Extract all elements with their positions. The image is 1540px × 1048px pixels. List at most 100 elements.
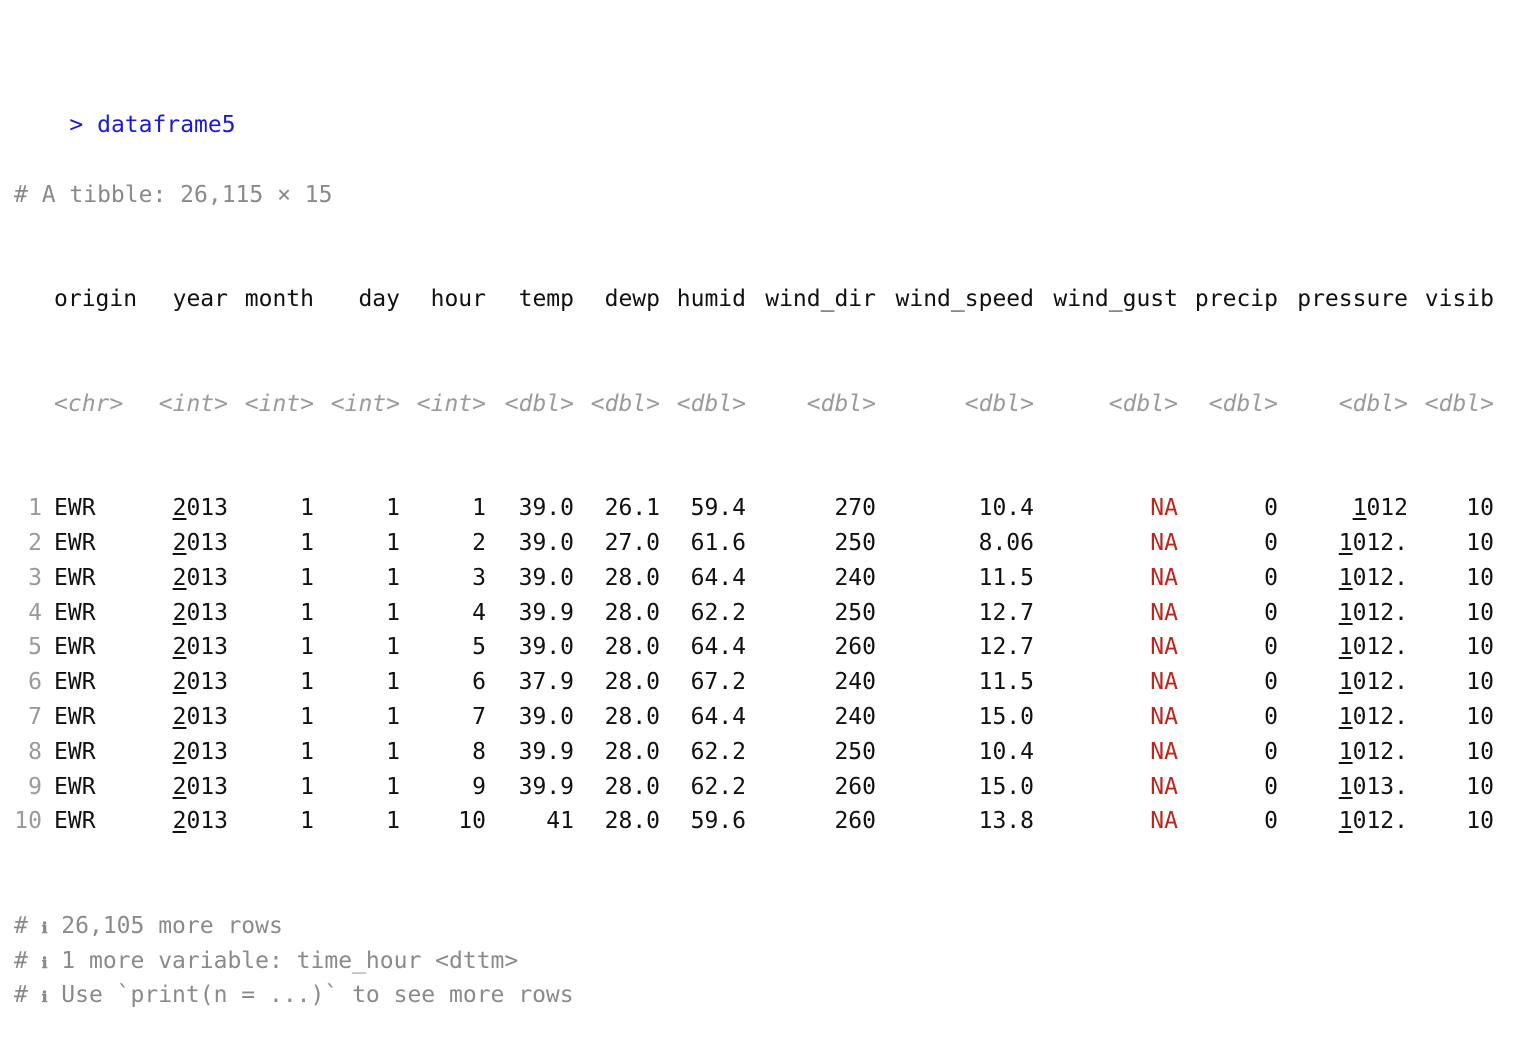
cell-precip: 0 xyxy=(1264,564,1278,591)
cell-wind-dir: 270 xyxy=(834,495,876,522)
cell-pressure: 1012. xyxy=(1338,703,1408,730)
cell-dewp: 28.0 xyxy=(604,703,660,730)
cell-wind-speed: 10.4 xyxy=(978,495,1034,522)
command-line[interactable]: > dataframe5 xyxy=(14,74,1526,138)
cell-year: 2013 xyxy=(172,669,228,696)
cell-wind-speed: 10.4 xyxy=(978,738,1034,765)
column-header-visib: visib xyxy=(1424,286,1494,313)
cell-wind-dir: 250 xyxy=(834,529,876,556)
cell-wind-gust: NA xyxy=(1150,529,1178,556)
tibble-footer: # ℹ 26,105 more rows # ℹ 1 more variable:… xyxy=(14,909,1526,1013)
cell-wind-gust: NA xyxy=(1150,495,1178,522)
cell-hour: 10 xyxy=(458,808,486,835)
cell-wind-speed: 11.5 xyxy=(978,564,1034,591)
table-row: 6 EWR 2013 1 1 6 37.9 28.0 67.2 240 11.5 NA 0 1012. 10 xyxy=(14,665,1526,700)
column-type-wind-speed: <dbl> xyxy=(964,390,1034,417)
cell-year: 2013 xyxy=(172,703,228,730)
cell-wind-speed: 12.7 xyxy=(978,599,1034,626)
cell-wind-gust: NA xyxy=(1150,669,1178,696)
row-number: 9 xyxy=(28,773,42,800)
table-row: 9 EWR 2013 1 1 9 39.9 28.0 62.2 260 15.0 NA 0 1013. 10 xyxy=(14,770,1526,805)
row-number: 8 xyxy=(28,738,42,765)
cell-precip: 0 xyxy=(1264,529,1278,556)
cell-temp: 39.0 xyxy=(518,529,574,556)
cell-wind-speed: 13.8 xyxy=(978,808,1034,835)
column-header-day: day xyxy=(358,286,400,313)
cell-day: 1 xyxy=(386,564,400,591)
cell-month: 1 xyxy=(300,564,314,591)
cell-day: 1 xyxy=(386,808,400,835)
column-header-origin: origin xyxy=(54,286,138,313)
cell-temp: 39.9 xyxy=(518,738,574,765)
column-header-wind-dir: wind_dir xyxy=(765,286,876,313)
cell-month: 1 xyxy=(300,634,314,661)
column-type-month: <int> xyxy=(244,390,314,417)
cell-visib: 10 xyxy=(1466,599,1494,626)
cell-hour: 6 xyxy=(472,669,486,696)
cell-pressure: 1012. xyxy=(1338,634,1408,661)
cell-precip: 0 xyxy=(1264,599,1278,626)
cell-visib: 10 xyxy=(1466,738,1494,765)
cell-hour: 9 xyxy=(472,773,486,800)
column-header-row: origin year month day hour temp dewp humid wind_… xyxy=(14,282,1526,317)
cell-wind-dir: 250 xyxy=(834,599,876,626)
cell-wind-dir: 250 xyxy=(834,738,876,765)
cell-precip: 0 xyxy=(1264,495,1278,522)
cell-origin: EWR xyxy=(54,529,96,556)
table-row: 2 EWR 2013 1 1 2 39.0 27.0 61.6 250 8.06 NA 0 1012. 1… xyxy=(14,526,1526,561)
cell-humid: 64.4 xyxy=(690,703,746,730)
cell-year: 2013 xyxy=(172,738,228,765)
cell-humid: 64.4 xyxy=(690,634,746,661)
column-header-humid: humid xyxy=(676,286,746,313)
cell-origin: EWR xyxy=(54,738,96,765)
row-number: 6 xyxy=(28,669,42,696)
cell-wind-dir: 260 xyxy=(834,773,876,800)
cell-humid: 61.6 xyxy=(690,529,746,556)
cell-hour: 4 xyxy=(472,599,486,626)
cell-hour: 2 xyxy=(472,529,486,556)
cell-month: 1 xyxy=(300,669,314,696)
cell-precip: 0 xyxy=(1264,773,1278,800)
cell-temp: 39.9 xyxy=(518,599,574,626)
cell-wind-gust: NA xyxy=(1150,738,1178,765)
cell-precip: 0 xyxy=(1264,703,1278,730)
cell-month: 1 xyxy=(300,529,314,556)
prompt-symbol: > xyxy=(69,112,84,139)
cell-day: 1 xyxy=(386,738,400,765)
cell-visib: 10 xyxy=(1466,529,1494,556)
column-header-year: year xyxy=(172,286,228,313)
cell-wind-gust: NA xyxy=(1150,703,1178,730)
footer-text: 1 more variable: time_hour <dttm> xyxy=(61,947,519,974)
column-type-day: <int> xyxy=(330,390,400,417)
cell-pressure: 1012. xyxy=(1338,808,1408,835)
cell-day: 1 xyxy=(386,669,400,696)
cell-month: 1 xyxy=(300,599,314,626)
cell-temp: 39.0 xyxy=(518,634,574,661)
column-type-wind-gust: <dbl> xyxy=(1108,390,1178,417)
column-type-year: <int> xyxy=(158,390,228,417)
cell-wind-speed: 15.0 xyxy=(978,703,1034,730)
cell-month: 1 xyxy=(300,808,314,835)
column-type-humid: <dbl> xyxy=(676,390,746,417)
cell-day: 1 xyxy=(386,495,400,522)
cell-origin: EWR xyxy=(54,564,96,591)
table-row: 3 EWR 2013 1 1 3 39.0 28.0 64.4 240 11.5 NA 0 1012. 10 xyxy=(14,561,1526,596)
cell-temp: 39.0 xyxy=(518,564,574,591)
cell-year: 2013 xyxy=(172,564,228,591)
column-header-wind-gust: wind_gust xyxy=(1053,286,1178,313)
column-type-temp: <dbl> xyxy=(504,390,574,417)
cell-day: 1 xyxy=(386,599,400,626)
cell-dewp: 26.1 xyxy=(604,495,660,522)
cell-month: 1 xyxy=(300,773,314,800)
cell-origin: EWR xyxy=(54,773,96,800)
cell-day: 1 xyxy=(386,634,400,661)
table-row: 8 EWR 2013 1 1 8 39.9 28.0 62.2 250 10.4 NA 0 1012. 10 xyxy=(14,735,1526,770)
table-row: 1 EWR 2013 1 1 1 39.0 26.1 59.4 270 10.4 NA 0 1012 10 xyxy=(14,491,1526,526)
footer-text: 26,105 more rows xyxy=(61,912,283,939)
cell-month: 1 xyxy=(300,703,314,730)
table-row: 4 EWR 2013 1 1 4 39.9 28.0 62.2 250 12.7 NA 0 1012. 10 xyxy=(14,596,1526,631)
row-number: 10 xyxy=(14,808,42,835)
comment-prefix: # xyxy=(14,982,28,1009)
cell-dewp: 28.0 xyxy=(604,669,660,696)
cell-humid: 59.4 xyxy=(690,495,746,522)
